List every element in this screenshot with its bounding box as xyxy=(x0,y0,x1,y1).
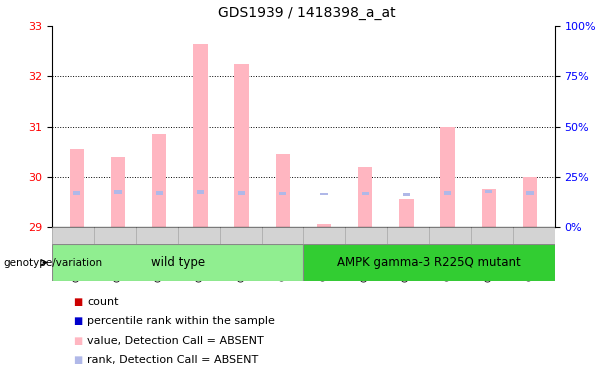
Bar xyxy=(197,190,204,194)
Bar xyxy=(444,191,451,195)
Bar xyxy=(321,193,327,195)
Text: ■: ■ xyxy=(74,297,83,307)
Bar xyxy=(485,190,492,193)
Bar xyxy=(358,167,373,227)
Bar xyxy=(70,149,84,227)
Text: ■: ■ xyxy=(74,336,83,346)
Bar xyxy=(234,64,249,227)
Text: wild type: wild type xyxy=(151,256,205,269)
Text: count: count xyxy=(87,297,118,307)
Bar xyxy=(73,191,80,195)
Bar xyxy=(440,127,455,227)
Bar xyxy=(193,44,208,227)
Text: genotype/variation: genotype/variation xyxy=(3,258,102,267)
Bar xyxy=(317,224,331,227)
Bar xyxy=(111,157,125,227)
Text: percentile rank within the sample: percentile rank within the sample xyxy=(87,316,275,326)
Bar xyxy=(156,191,163,195)
Bar xyxy=(527,191,534,195)
Text: value, Detection Call = ABSENT: value, Detection Call = ABSENT xyxy=(87,336,264,346)
Text: ■: ■ xyxy=(74,316,83,326)
Text: rank, Detection Call = ABSENT: rank, Detection Call = ABSENT xyxy=(87,356,258,365)
Bar xyxy=(482,189,496,227)
Bar xyxy=(403,193,410,196)
Bar xyxy=(399,199,414,227)
Bar xyxy=(238,191,245,195)
Bar xyxy=(115,190,121,194)
Text: AMPK gamma-3 R225Q mutant: AMPK gamma-3 R225Q mutant xyxy=(337,256,521,269)
Text: GDS1939 / 1418398_a_at: GDS1939 / 1418398_a_at xyxy=(218,6,395,20)
Bar xyxy=(276,154,290,227)
Bar xyxy=(152,134,167,227)
Bar xyxy=(362,192,369,195)
Bar xyxy=(523,177,537,227)
Text: ■: ■ xyxy=(74,356,83,365)
Bar xyxy=(280,192,286,195)
